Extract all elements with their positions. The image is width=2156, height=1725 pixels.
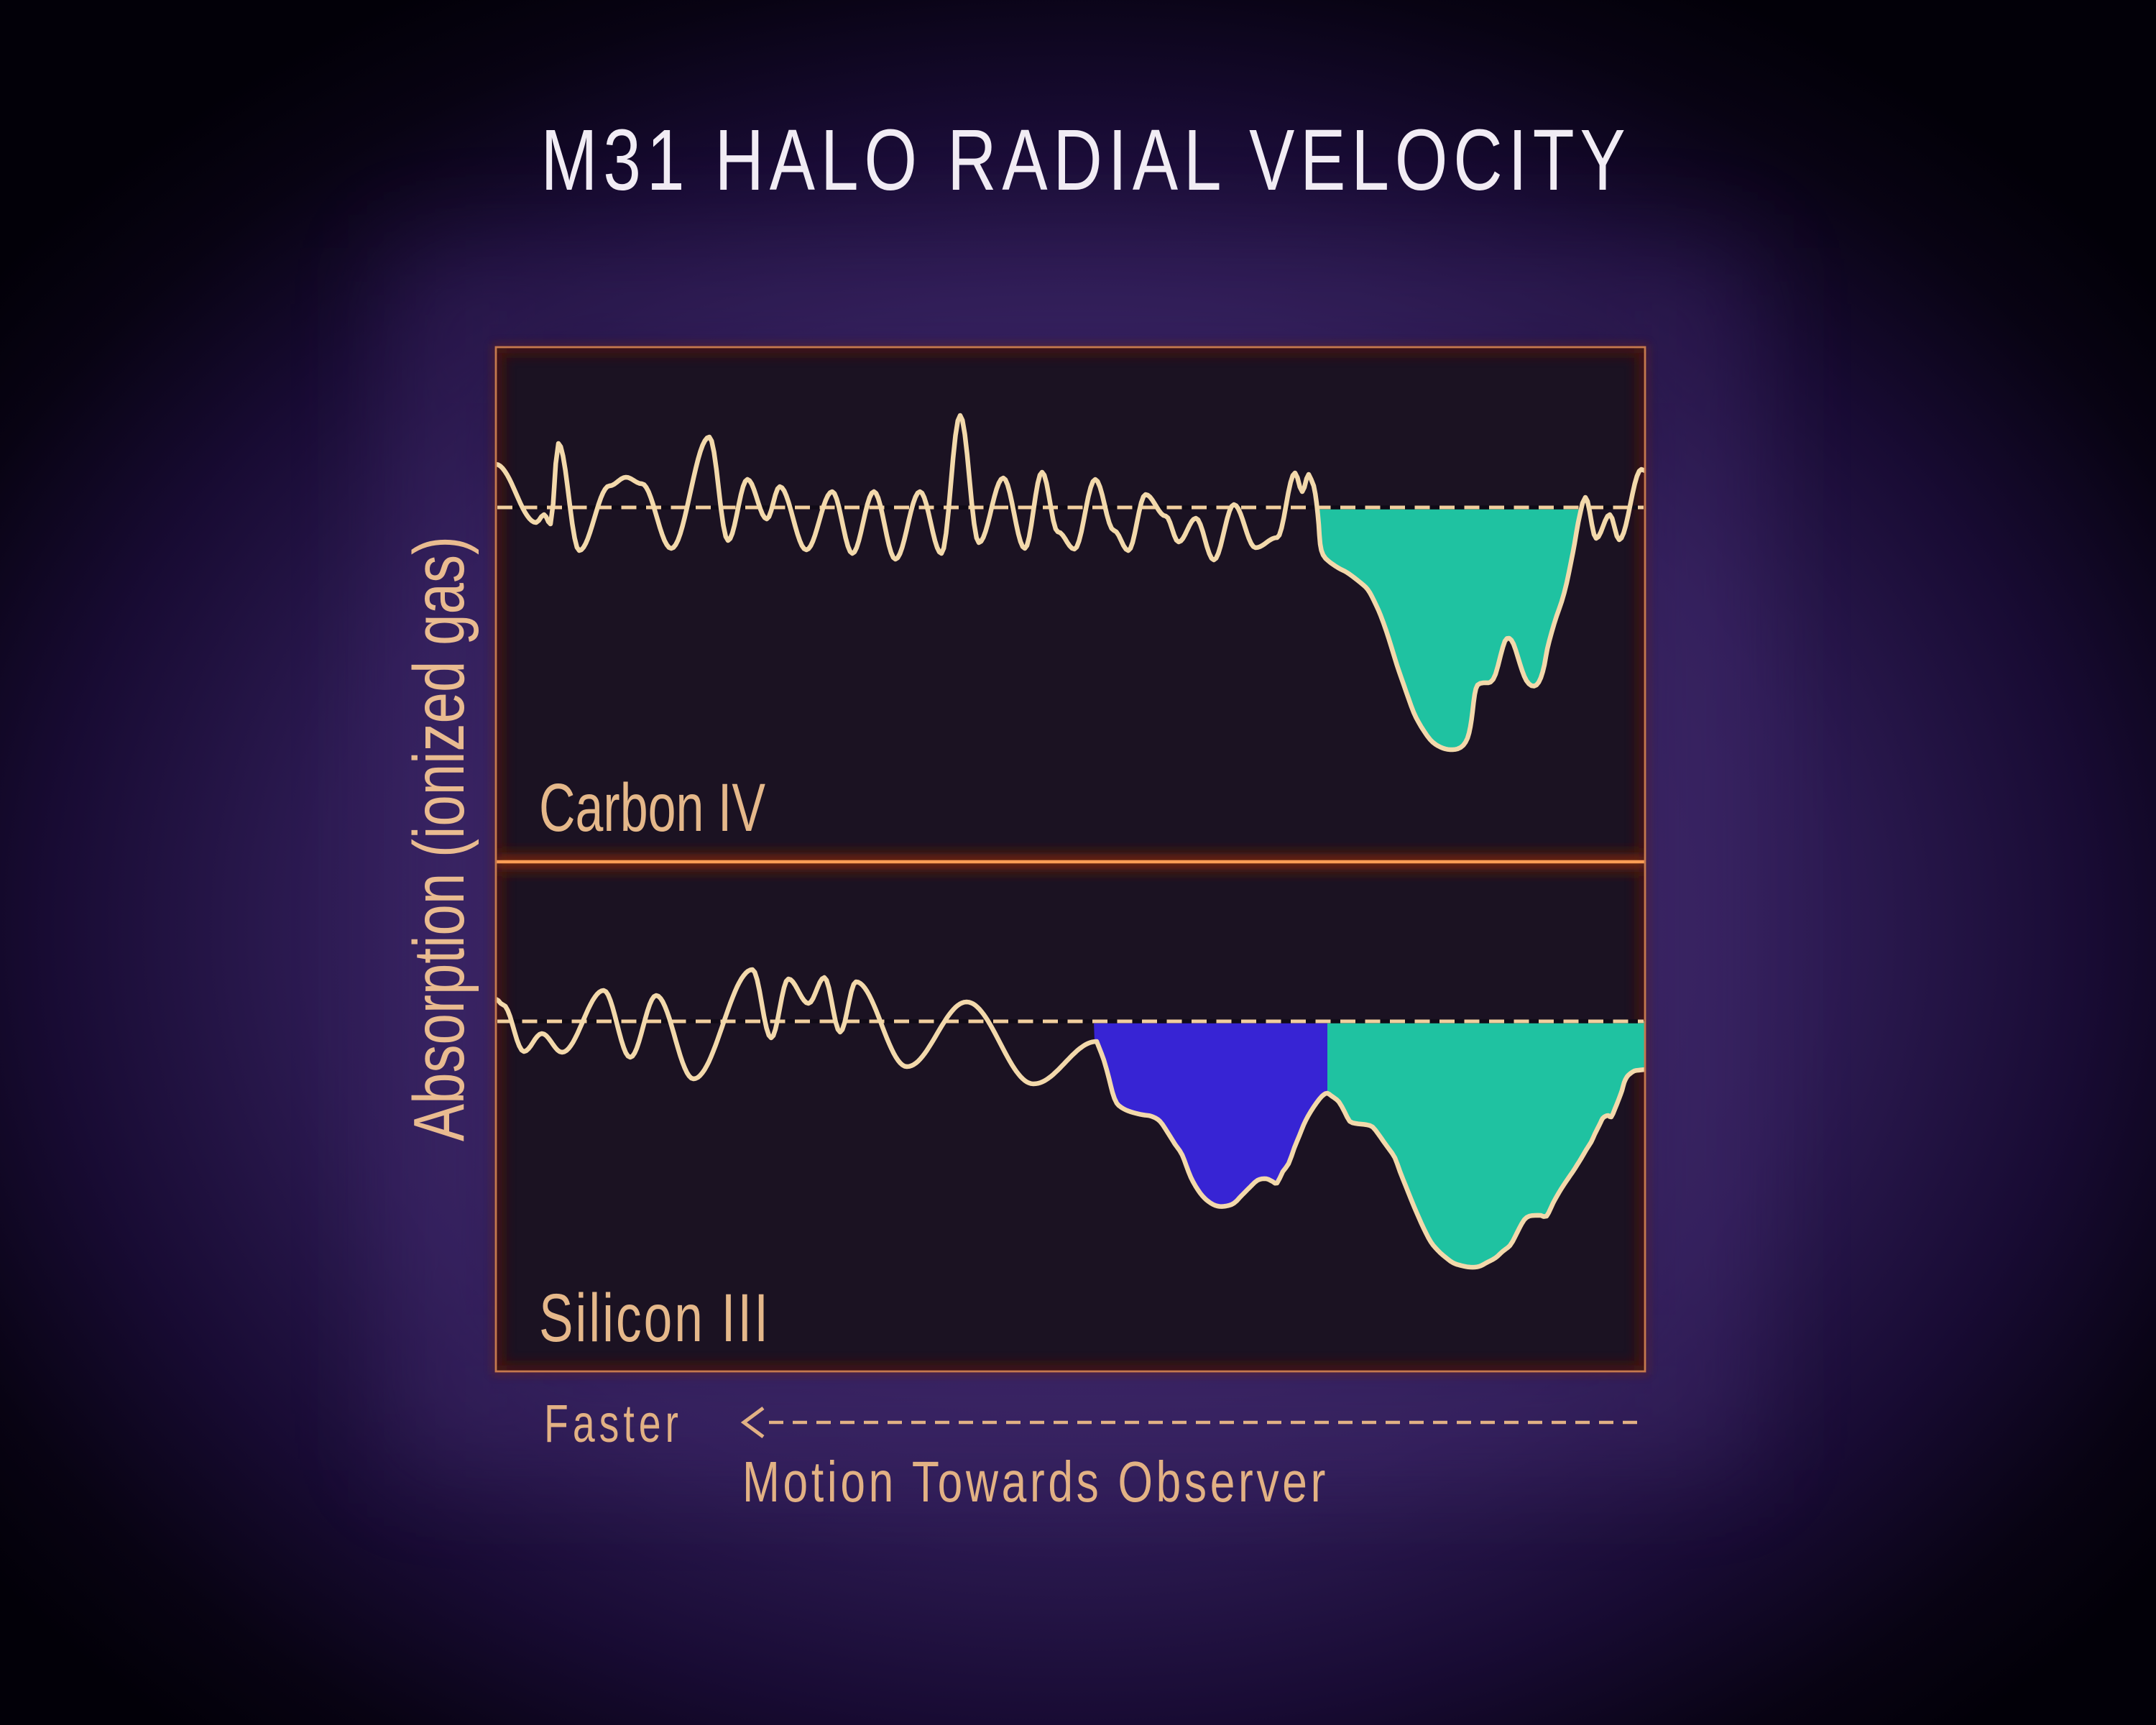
svg-text:M31 HALO RADIAL VELOCITY: M31 HALO RADIAL VELOCITY [541,111,1631,208]
svg-text:Absorption (ionized gas): Absorption (ionized gas) [399,536,479,1141]
svg-text:Carbon IV: Carbon IV [539,770,765,846]
svg-text:Silicon III: Silicon III [539,1280,770,1356]
svg-text:Faster: Faster [544,1394,683,1453]
svg-text:Motion Towards Observer: Motion Towards Observer [742,1450,1329,1514]
